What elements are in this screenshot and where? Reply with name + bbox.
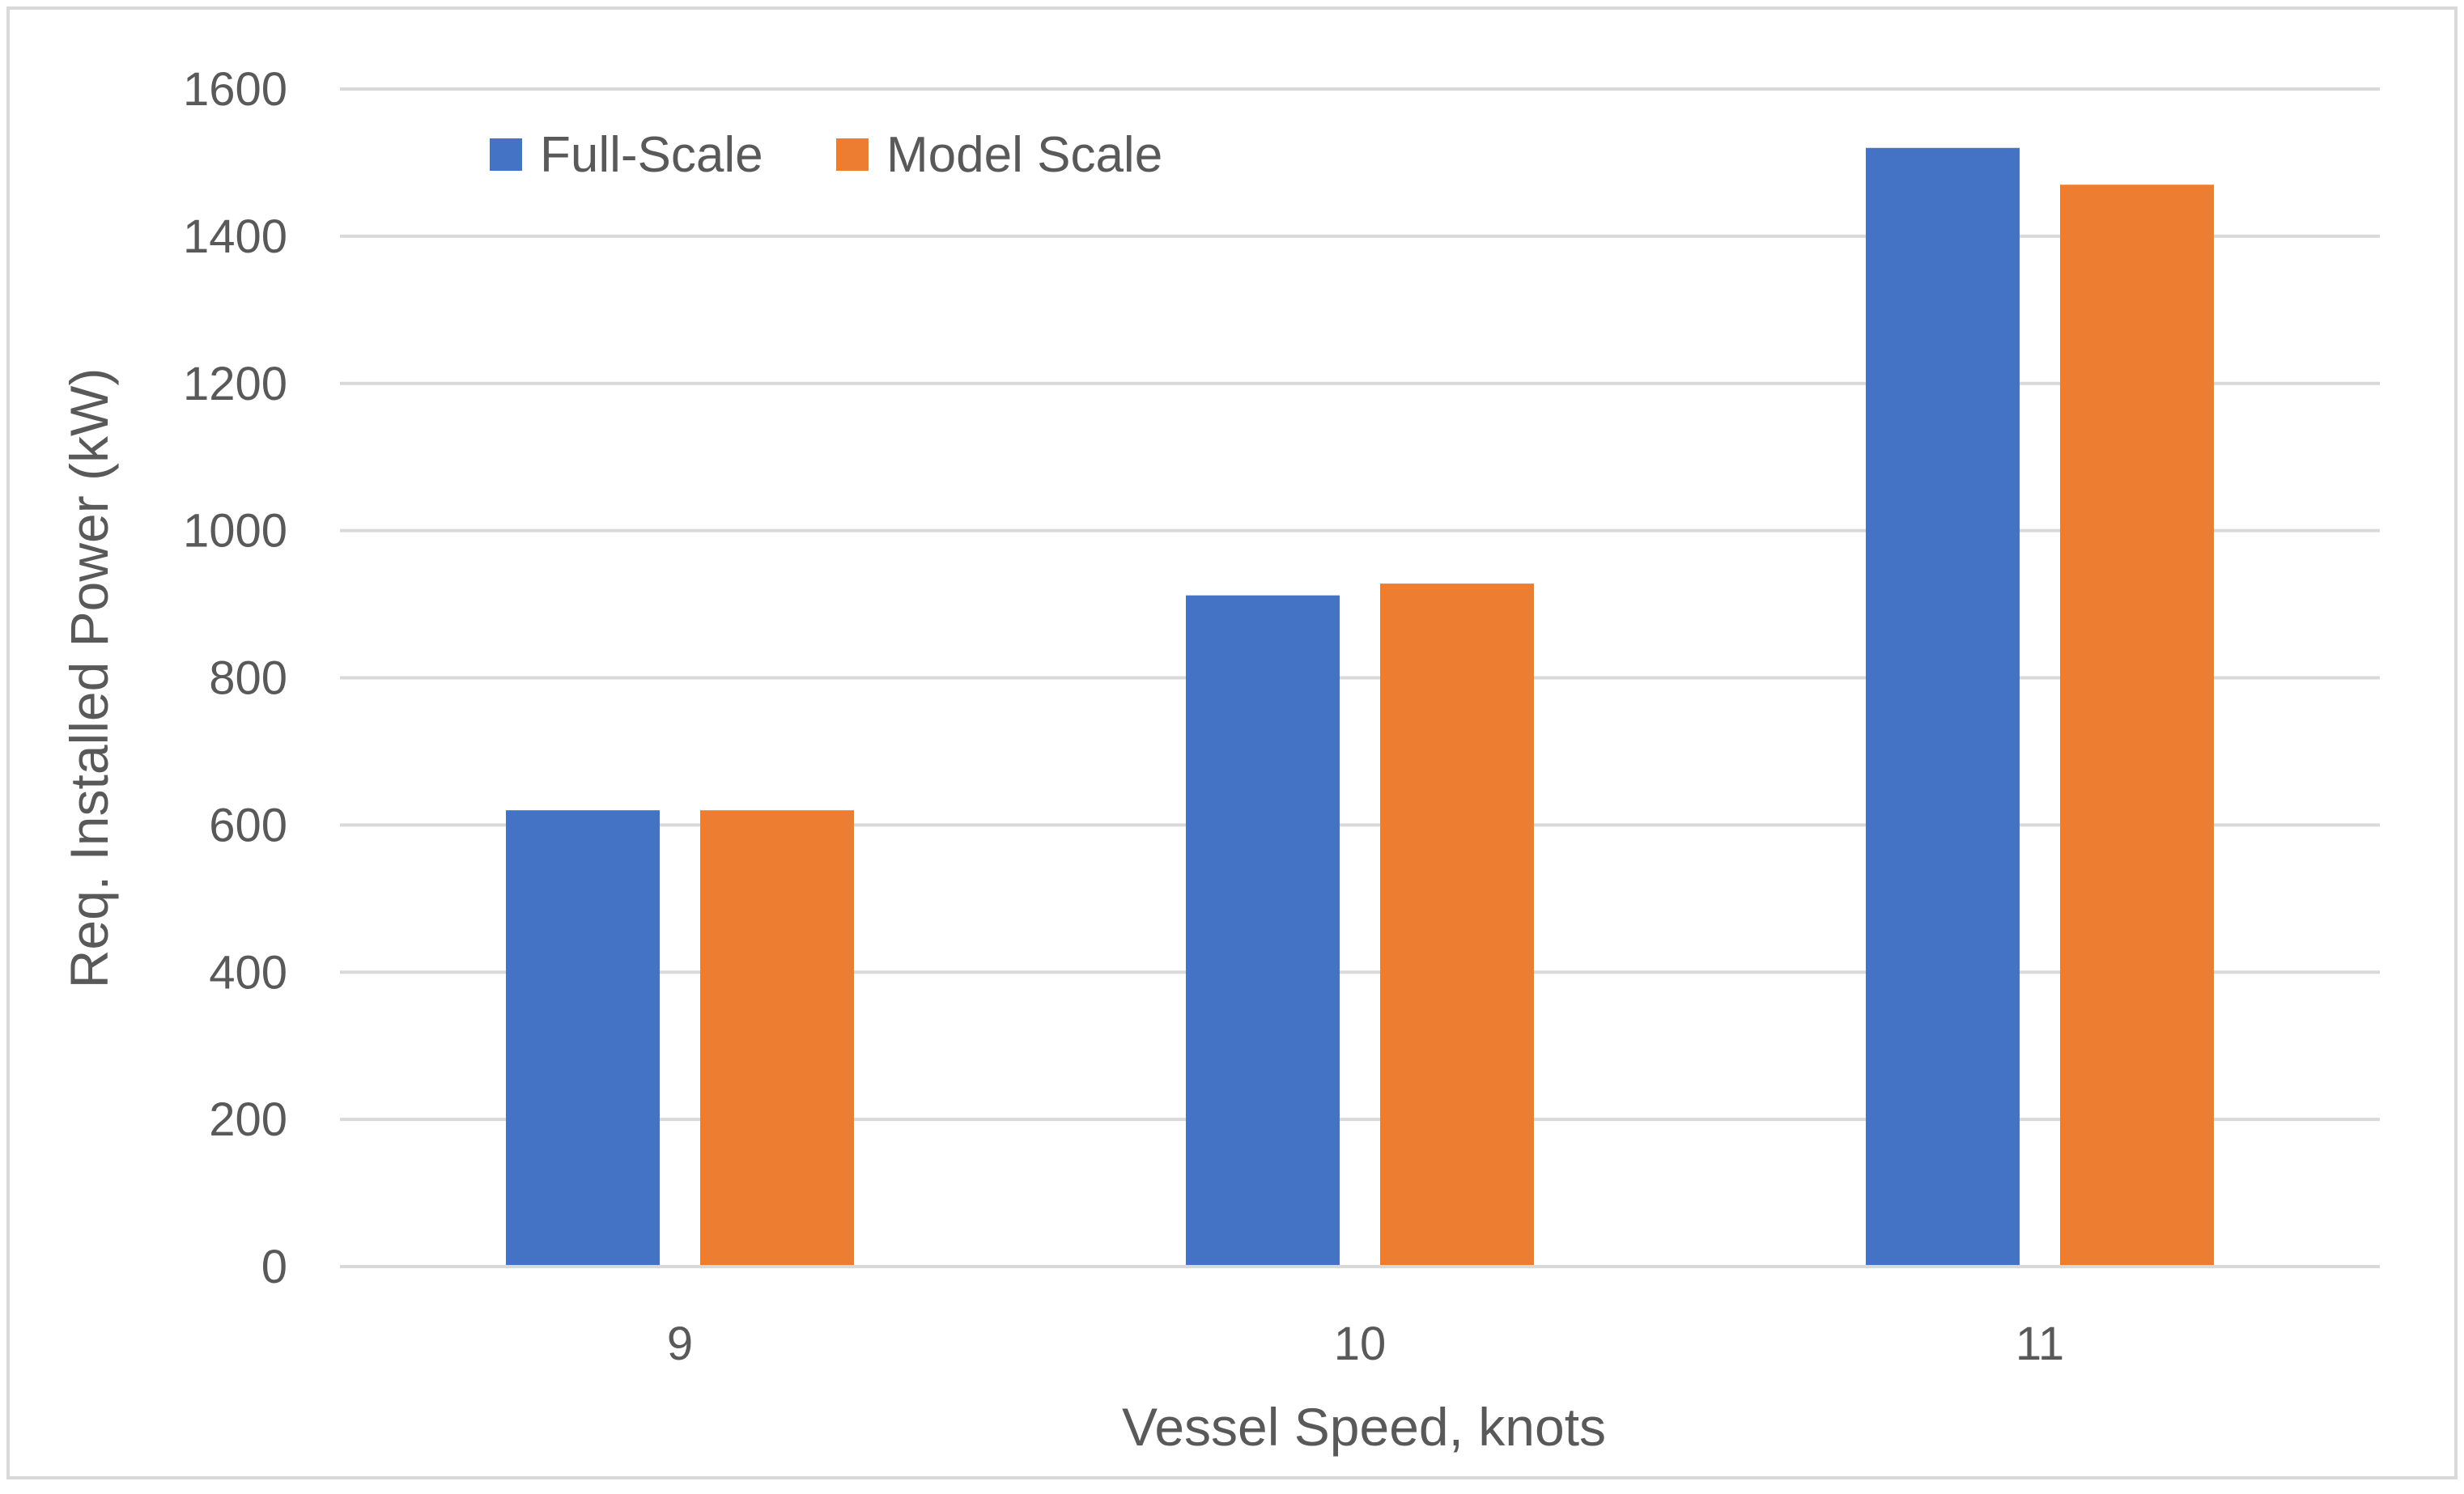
legend-swatch — [836, 138, 869, 171]
y-axis-ticks: 0 200 400 600 800 1000 1200 1400 1600 — [183, 63, 287, 1293]
x-axis-title: Vessel Speed, knots — [1122, 1397, 1606, 1457]
y-tick-label: 400 — [209, 946, 287, 999]
bar-full-scale-9 — [506, 810, 660, 1267]
legend-swatch — [490, 138, 522, 171]
bar-model-scale-9 — [700, 810, 854, 1267]
bar-full-scale-10 — [1186, 595, 1340, 1267]
x-tick-label: 10 — [1334, 1318, 1387, 1370]
x-tick-label: 11 — [2016, 1318, 2064, 1370]
x-tick-label: 9 — [667, 1318, 693, 1370]
y-axis-title: Req. Installed Power (kW) — [59, 368, 119, 989]
bar-full-scale-11 — [1866, 147, 2020, 1267]
bars — [340, 147, 2380, 1268]
x-axis-ticks: 9 10 11 — [667, 1318, 2064, 1370]
y-tick-label: 1000 — [183, 505, 287, 558]
bar-model-scale-11 — [2060, 185, 2214, 1267]
y-tick-label: 1200 — [183, 358, 287, 410]
legend: Full-Scale Model Scale — [490, 127, 1162, 183]
y-tick-label: 800 — [209, 652, 287, 705]
y-tick-label: 1400 — [183, 210, 287, 263]
y-tick-label: 0 — [261, 1241, 287, 1293]
legend-label: Model Scale — [886, 127, 1162, 183]
y-tick-label: 600 — [209, 799, 287, 851]
legend-label: Full-Scale — [540, 127, 763, 183]
y-tick-label: 200 — [209, 1093, 287, 1146]
bar-model-scale-10 — [1380, 584, 1534, 1267]
y-tick-label: 1600 — [183, 63, 287, 116]
